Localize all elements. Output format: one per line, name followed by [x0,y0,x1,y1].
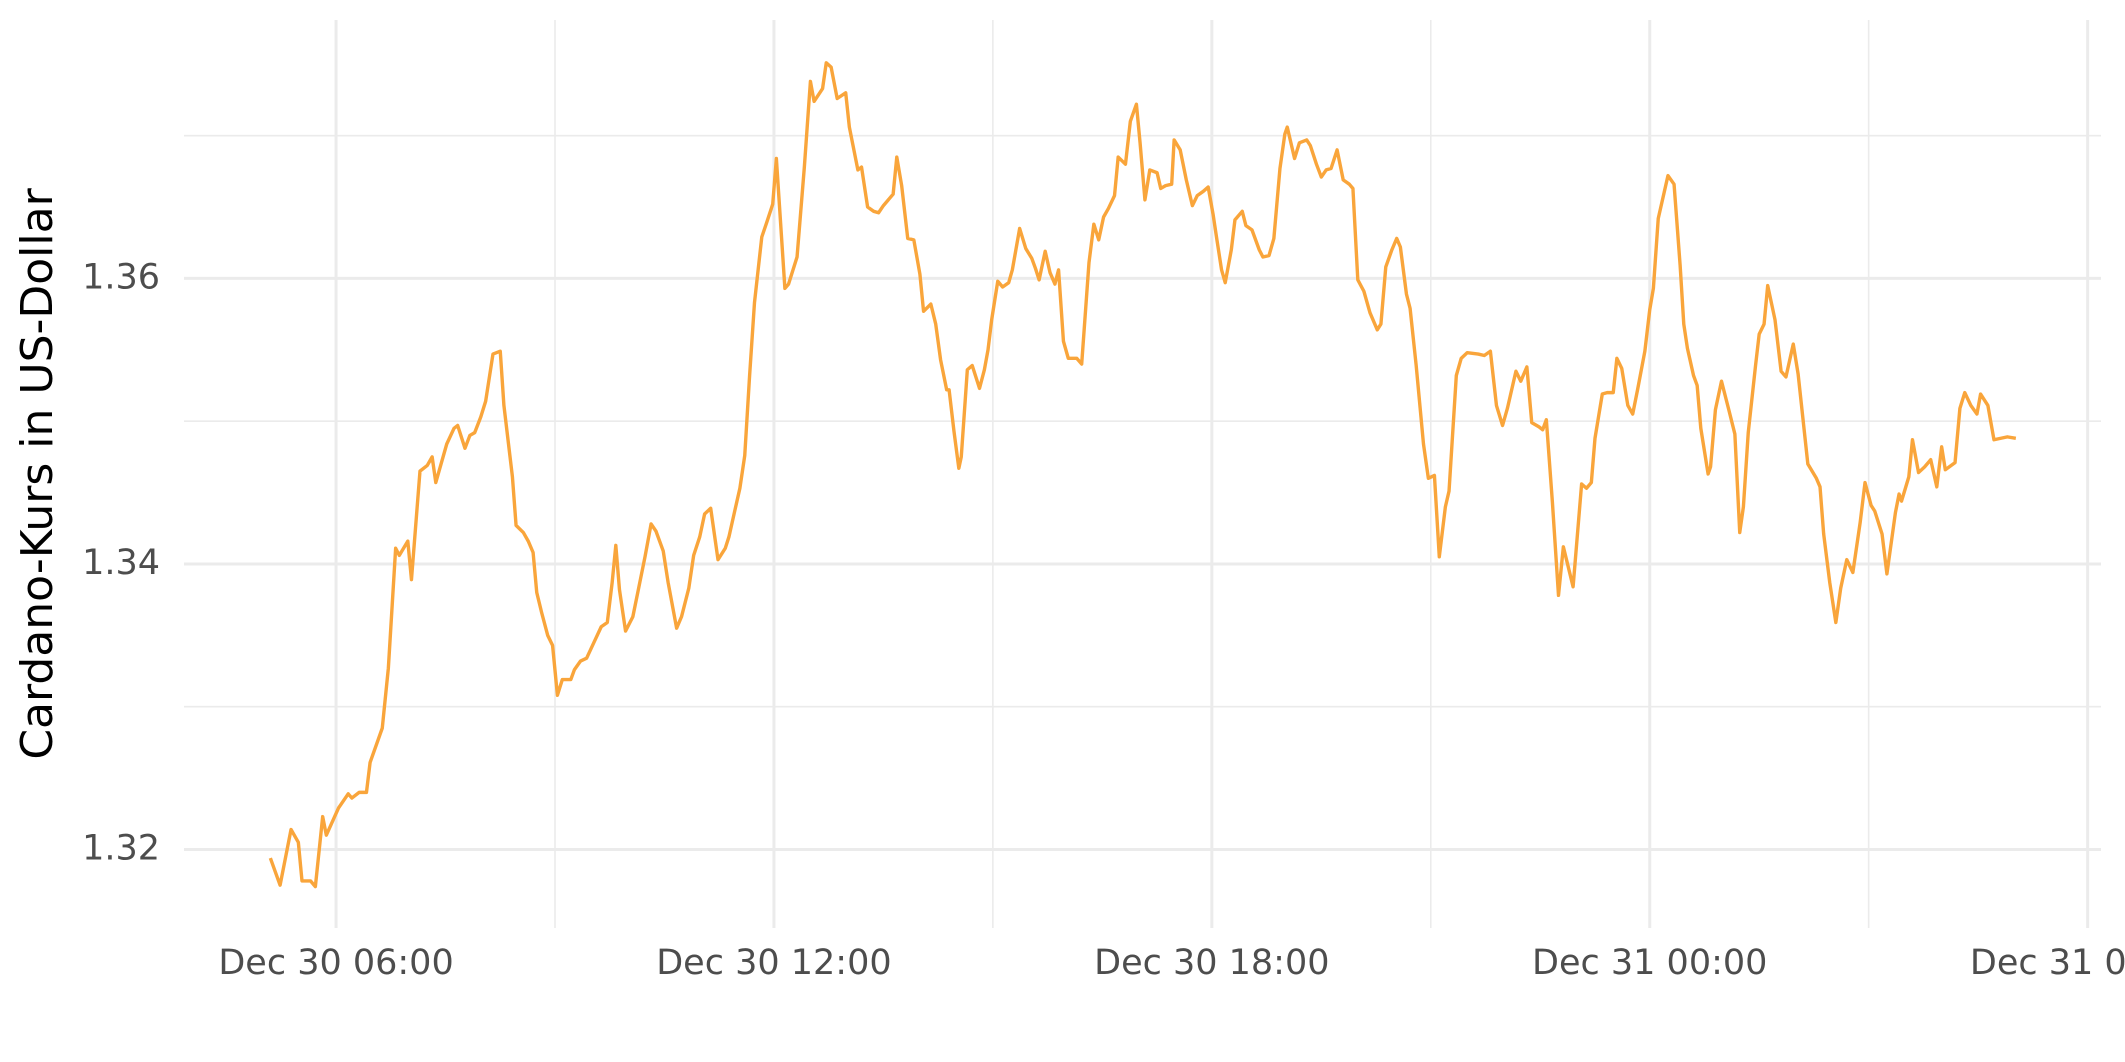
x-tick-label: Dec 31 06:00 [1970,943,2125,983]
y-tick-label: 1.34 [82,543,160,583]
price-line [268,61,2017,889]
x-tick-label: Dec 30 18:00 [1094,943,1329,983]
x-tick-label: Dec 31 00:00 [1532,943,1767,983]
y-axis-title: Cardano-Kurs in US-Dollar [12,187,63,759]
plot-area [268,61,2017,889]
x-tick-label: Dec 30 06:00 [218,943,453,983]
y-tick-label: 1.36 [82,257,160,297]
x-tick-label: Dec 30 12:00 [656,943,891,983]
y-tick-label: 1.32 [82,828,160,868]
